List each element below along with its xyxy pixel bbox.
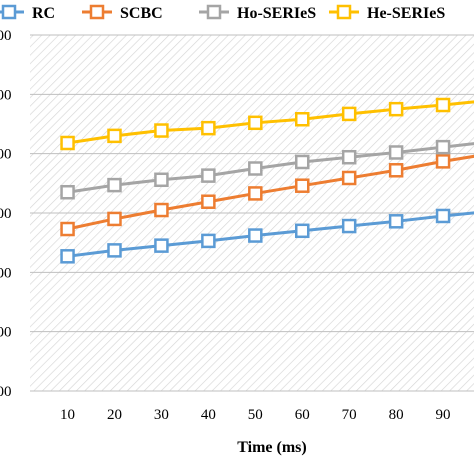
y-tick-label: 00 <box>0 147 12 163</box>
data-point <box>201 120 216 136</box>
series-lines <box>60 97 474 264</box>
data-point <box>60 249 75 264</box>
data-point <box>341 218 357 234</box>
x-tick-label: 50 <box>248 407 263 423</box>
data-point <box>154 238 169 253</box>
legend-marker <box>1 4 17 20</box>
data-point <box>60 184 75 200</box>
data-point <box>341 106 357 122</box>
x-tick-label: 90 <box>436 407 451 423</box>
data-point <box>248 186 263 201</box>
data-point <box>388 145 404 160</box>
data-point <box>388 163 404 178</box>
x-tick-label: 10 <box>60 407 75 423</box>
x-tick-label: 30 <box>154 407 169 423</box>
data-point <box>107 128 122 144</box>
x-tick-label: 20 <box>107 407 122 423</box>
legend-label: He-SERIeS <box>367 5 445 22</box>
data-point <box>435 154 451 169</box>
series-line <box>67 154 474 231</box>
data-point <box>388 214 404 229</box>
data-point <box>201 194 216 209</box>
y-tick-label: 00 <box>0 384 12 400</box>
legend: RC SCBC Ho-SERIeS He-SERIeS <box>0 4 445 22</box>
data-point <box>201 233 216 249</box>
data-point <box>107 177 122 193</box>
data-point <box>248 161 263 176</box>
data-point <box>154 123 169 138</box>
legend-marker <box>89 4 105 20</box>
x-tick-label: 40 <box>201 407 216 423</box>
data-point <box>294 178 310 193</box>
legend-label: RC <box>32 5 55 22</box>
legend-entry: SCBC <box>82 4 163 22</box>
series-ho-series <box>60 139 474 200</box>
legend-entry: He-SERIeS <box>329 4 445 22</box>
data-point <box>248 228 263 243</box>
data-point <box>60 221 75 237</box>
series-scbc <box>60 154 474 237</box>
series-line <box>67 100 474 145</box>
x-tick-label: 60 <box>295 407 310 423</box>
x-tick-label: 80 <box>389 407 404 423</box>
y-tick-label: 00 <box>0 325 12 341</box>
y-tick-label: 00 <box>0 206 12 222</box>
data-point <box>435 139 451 155</box>
data-point <box>341 170 357 186</box>
legend-entry: RC <box>0 4 55 22</box>
data-point <box>201 168 216 183</box>
y-tick-label: 00 <box>0 265 12 281</box>
data-point <box>435 97 451 113</box>
x-axis-ticks: 10203040506070809010 <box>60 407 451 423</box>
series-he-series <box>60 97 474 151</box>
data-point <box>154 172 169 188</box>
data-point <box>435 208 451 224</box>
legend-label: SCBC <box>120 5 163 22</box>
legend-marker <box>336 4 352 20</box>
data-point <box>107 211 122 227</box>
data-point <box>294 223 310 239</box>
data-point <box>341 149 357 165</box>
series-line <box>67 142 474 194</box>
legend-marker <box>206 4 222 20</box>
data-point <box>388 101 404 117</box>
gridlines <box>30 34 474 392</box>
data-point <box>248 115 263 131</box>
series-line <box>67 211 474 258</box>
data-point <box>294 154 310 170</box>
data-point <box>154 202 169 218</box>
y-tick-label: 00 <box>0 28 12 44</box>
x-axis-title: Time (ms) <box>237 439 306 456</box>
data-point <box>107 243 122 258</box>
y-axis-ticks: 00 00 00 00 00 00 00 <box>0 28 12 400</box>
y-tick-label: 00 <box>0 87 12 103</box>
legend-label: Ho-SERIeS <box>237 5 316 22</box>
series-rc <box>60 208 474 264</box>
legend-entry: Ho-SERIeS <box>199 4 316 22</box>
x-tick-label: 70 <box>342 407 357 423</box>
data-point <box>294 112 310 127</box>
data-point <box>60 135 75 151</box>
